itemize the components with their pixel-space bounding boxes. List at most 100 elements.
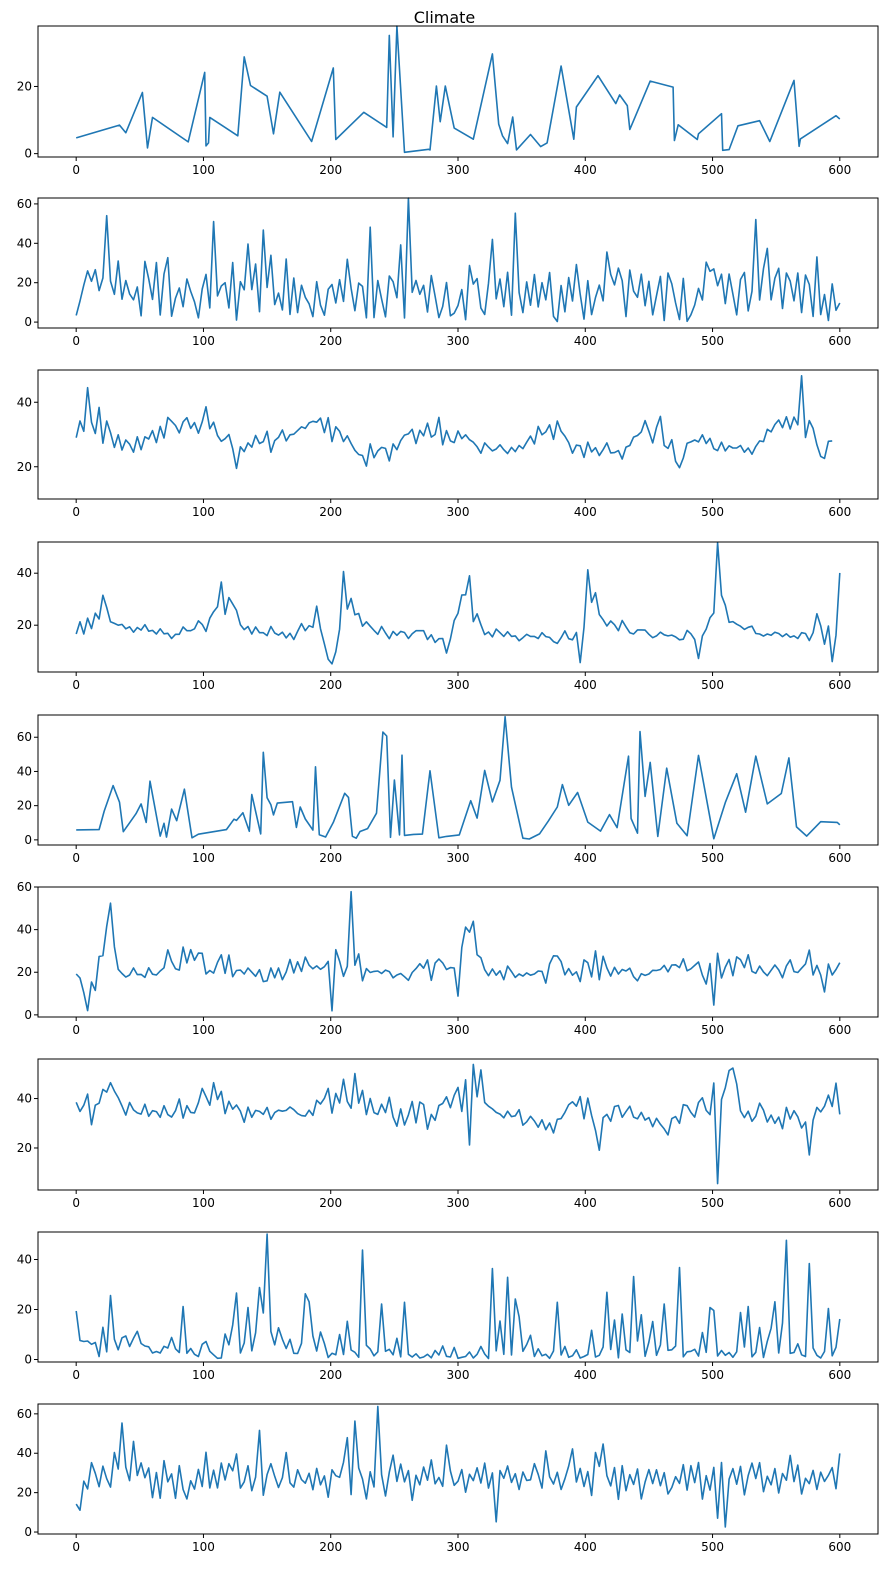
panel-4: 0 100 200 300 400 500 600 20 40 xyxy=(17,541,879,692)
x-tick-label: 200 xyxy=(319,678,342,692)
x-tick-label: 400 xyxy=(574,851,597,865)
x-tick-label: 200 xyxy=(319,851,342,865)
x-tick-label: 400 xyxy=(574,1368,597,1382)
y-tick-label: 60 xyxy=(17,880,32,894)
x-tick-label: 300 xyxy=(447,1023,470,1037)
x-tick-label: 0 xyxy=(72,334,80,348)
x-tick-label: 400 xyxy=(574,1540,597,1554)
x-tick-label: 0 xyxy=(72,505,80,519)
axes-frame xyxy=(37,1403,879,1535)
x-tick-label: 100 xyxy=(192,1368,215,1382)
x-tick-label: 500 xyxy=(701,678,724,692)
panel-1: 0 100 200 300 400 500 600 0 20 xyxy=(17,25,879,177)
x-tick-label: 100 xyxy=(192,505,215,519)
y-tick-label: 40 xyxy=(17,236,32,250)
x-tick-label: 600 xyxy=(828,505,851,519)
y-tick-label: 0 xyxy=(24,1353,32,1367)
figure-title: Climate xyxy=(414,8,476,27)
x-tick-label: 400 xyxy=(574,163,597,177)
x-tick-label: 0 xyxy=(72,851,80,865)
y-tick-label: 40 xyxy=(17,1253,32,1267)
axes-frame xyxy=(37,1058,879,1191)
x-tick-label: 0 xyxy=(72,1368,80,1382)
x-tick-label: 500 xyxy=(701,1196,724,1210)
x-tick-label: 600 xyxy=(828,1368,851,1382)
panel-6: 0 100 200 300 400 500 600 0 20 40 60 xyxy=(17,880,879,1037)
y-tick-label: 40 xyxy=(17,566,32,580)
x-tick-label: 400 xyxy=(574,678,597,692)
x-tick-label: 0 xyxy=(72,163,80,177)
panel-3: 0 100 200 300 400 500 600 20 40 xyxy=(17,369,879,519)
x-tick-label: 100 xyxy=(192,1196,215,1210)
x-tick-label: 300 xyxy=(447,505,470,519)
x-tick-label: 400 xyxy=(574,334,597,348)
y-tick-label: 60 xyxy=(17,1407,32,1421)
y-tick-label: 20 xyxy=(17,618,32,632)
y-tick-label: 40 xyxy=(17,395,32,409)
y-tick-label: 20 xyxy=(17,276,32,290)
y-tick-label: 0 xyxy=(24,315,32,329)
y-tick-label: 60 xyxy=(17,730,32,744)
y-tick-label: 0 xyxy=(24,1525,32,1539)
x-tick-label: 400 xyxy=(574,1196,597,1210)
x-tick-label: 600 xyxy=(828,678,851,692)
x-tick-label: 300 xyxy=(447,851,470,865)
x-tick-label: 0 xyxy=(72,678,80,692)
series-line xyxy=(76,715,841,840)
panel-5: 0 100 200 300 400 500 600 0 20 40 60 xyxy=(17,714,879,865)
axes-frame xyxy=(37,886,879,1018)
x-tick-label: 300 xyxy=(447,1368,470,1382)
x-tick-label: 100 xyxy=(192,678,215,692)
x-tick-label: 200 xyxy=(319,163,342,177)
x-tick-label: 300 xyxy=(447,1540,470,1554)
x-tick-label: 500 xyxy=(701,1023,724,1037)
x-tick-label: 400 xyxy=(574,1023,597,1037)
y-tick-label: 40 xyxy=(17,1092,32,1106)
axes-frame xyxy=(37,541,879,673)
y-tick-label: 60 xyxy=(17,197,32,211)
series-line xyxy=(75,1405,841,1528)
series-line xyxy=(75,1233,841,1360)
y-tick-label: 20 xyxy=(17,965,32,979)
y-tick-label: 20 xyxy=(17,1303,32,1317)
x-tick-label: 0 xyxy=(72,1023,80,1037)
x-tick-label: 200 xyxy=(319,1540,342,1554)
x-tick-label: 200 xyxy=(319,1196,342,1210)
x-tick-label: 0 xyxy=(72,1540,80,1554)
y-tick-label: 20 xyxy=(17,1141,32,1155)
x-tick-label: 600 xyxy=(828,163,851,177)
x-tick-label: 0 xyxy=(72,1196,80,1210)
panel-7: 0 100 200 300 400 500 600 20 40 xyxy=(17,1058,879,1210)
x-tick-label: 500 xyxy=(701,505,724,519)
x-tick-label: 300 xyxy=(447,163,470,177)
x-tick-label: 100 xyxy=(192,163,215,177)
x-tick-label: 500 xyxy=(701,1540,724,1554)
y-tick-label: 40 xyxy=(17,923,32,937)
y-tick-label: 40 xyxy=(17,764,32,778)
panel-9: 0 100 200 300 400 500 600 0 20 40 60 xyxy=(17,1403,879,1554)
x-tick-label: 100 xyxy=(192,1540,215,1554)
x-tick-label: 300 xyxy=(447,334,470,348)
axes-frame xyxy=(37,197,879,329)
y-tick-label: 20 xyxy=(17,79,32,93)
series-line xyxy=(75,1063,841,1185)
series-line xyxy=(75,541,841,665)
panel-8: 0 100 200 300 400 500 600 0 20 40 xyxy=(17,1231,879,1382)
series-line xyxy=(75,197,841,323)
y-tick-label: 20 xyxy=(17,1486,32,1500)
x-tick-label: 200 xyxy=(319,1023,342,1037)
y-tick-label: 40 xyxy=(17,1446,32,1460)
x-tick-label: 600 xyxy=(828,1196,851,1210)
x-tick-label: 100 xyxy=(192,334,215,348)
x-tick-label: 300 xyxy=(447,678,470,692)
x-tick-label: 200 xyxy=(319,334,342,348)
series-line xyxy=(75,890,841,1012)
y-tick-label: 0 xyxy=(24,1008,32,1022)
x-tick-label: 100 xyxy=(192,851,215,865)
x-tick-label: 500 xyxy=(701,1368,724,1382)
x-tick-label: 600 xyxy=(828,1023,851,1037)
axes-frame xyxy=(37,25,879,158)
panel-2: 0 100 200 300 400 500 600 0 20 40 60 xyxy=(17,197,879,348)
